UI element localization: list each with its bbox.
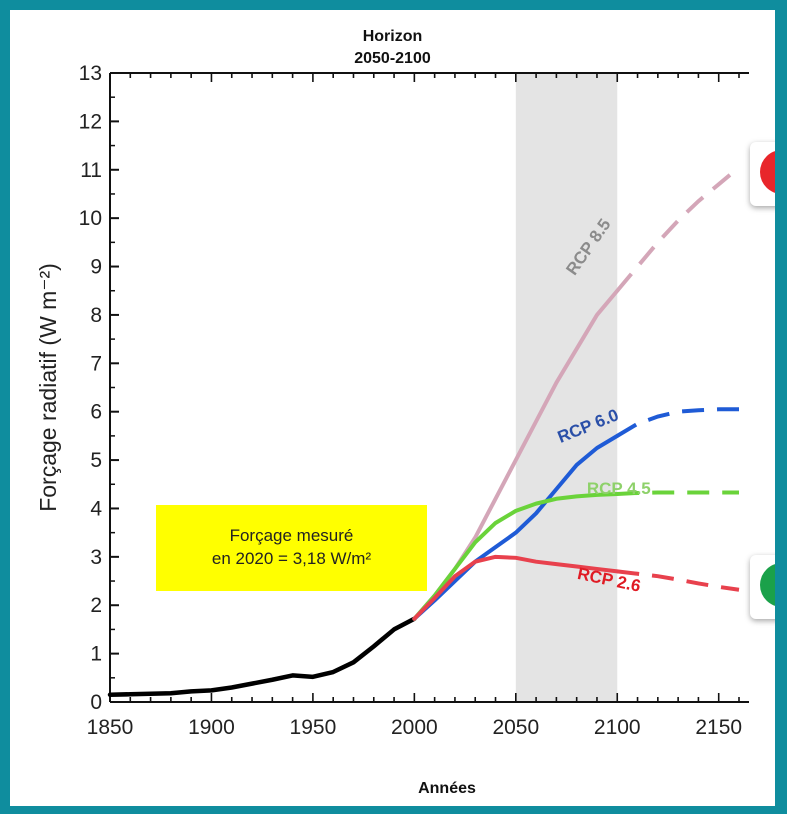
callout-line2: en 2020 = 3,18 W/m² [211,549,372,568]
y-tick-label: 3 [90,546,102,569]
sad-face-icon [750,142,775,206]
series-dashed-rcp-2-6 [617,569,740,592]
chart-frame: Horizon 2050-2100 0 1 2 3 4 5 6 7 8 9 10 11 12 13 1850… [10,10,775,806]
y-tick-label: 9 [90,256,102,279]
x-tick-label: 2000 [391,716,438,739]
x-tick-label: 2050 [492,716,539,739]
y-tick-label: 2 [90,594,102,617]
y-tick-label: 1 [90,643,102,666]
horizon-range: 2050-2100 [354,50,431,67]
x-tick-label: 1950 [290,716,337,739]
series-line-rcp-6-0 [412,433,620,621]
y-tick-label: 10 [79,207,102,230]
series-label-rcp-4-5: RCP 4.5 [587,479,651,498]
y-tick-label: 6 [90,401,102,424]
y-tick-label: 5 [90,449,102,472]
series-dashed-rcp-8-5 [615,165,741,293]
x-tick-label: 1850 [87,716,134,739]
horizon-title: Horizon [362,28,423,45]
y-tick-label: 0 [90,691,102,714]
y-tick-label: 13 [79,62,102,85]
x-tick-label: 2100 [594,716,641,739]
y-tick-label: 7 [90,352,102,375]
happy-face-icon [750,555,775,619]
historical-line [107,616,417,697]
y-tick-label: 8 [90,304,102,327]
x-axis-label: Années [418,780,476,797]
series-dashed-rcp-6-0 [616,407,739,438]
series-line-rcp-4-5 [412,491,620,621]
horizon-band [515,73,618,702]
series-line-rcp-2-6 [412,554,620,621]
series-dashed-rcp-4-5 [617,490,739,496]
y-axis-label: Forçage radiatif (W m⁻²) [35,263,61,512]
measured-forcing-callout: Forçage mesuré en 2020 = 3,18 W/m² [156,505,427,591]
x-tick-label: 1900 [188,716,235,739]
y-tick-label: 12 [79,110,102,133]
y-tick-label: 4 [90,497,102,520]
callout-line1: Forçage mesuré [229,526,354,546]
x-tick-label: 2150 [695,716,742,739]
y-tick-label: 11 [80,159,102,182]
